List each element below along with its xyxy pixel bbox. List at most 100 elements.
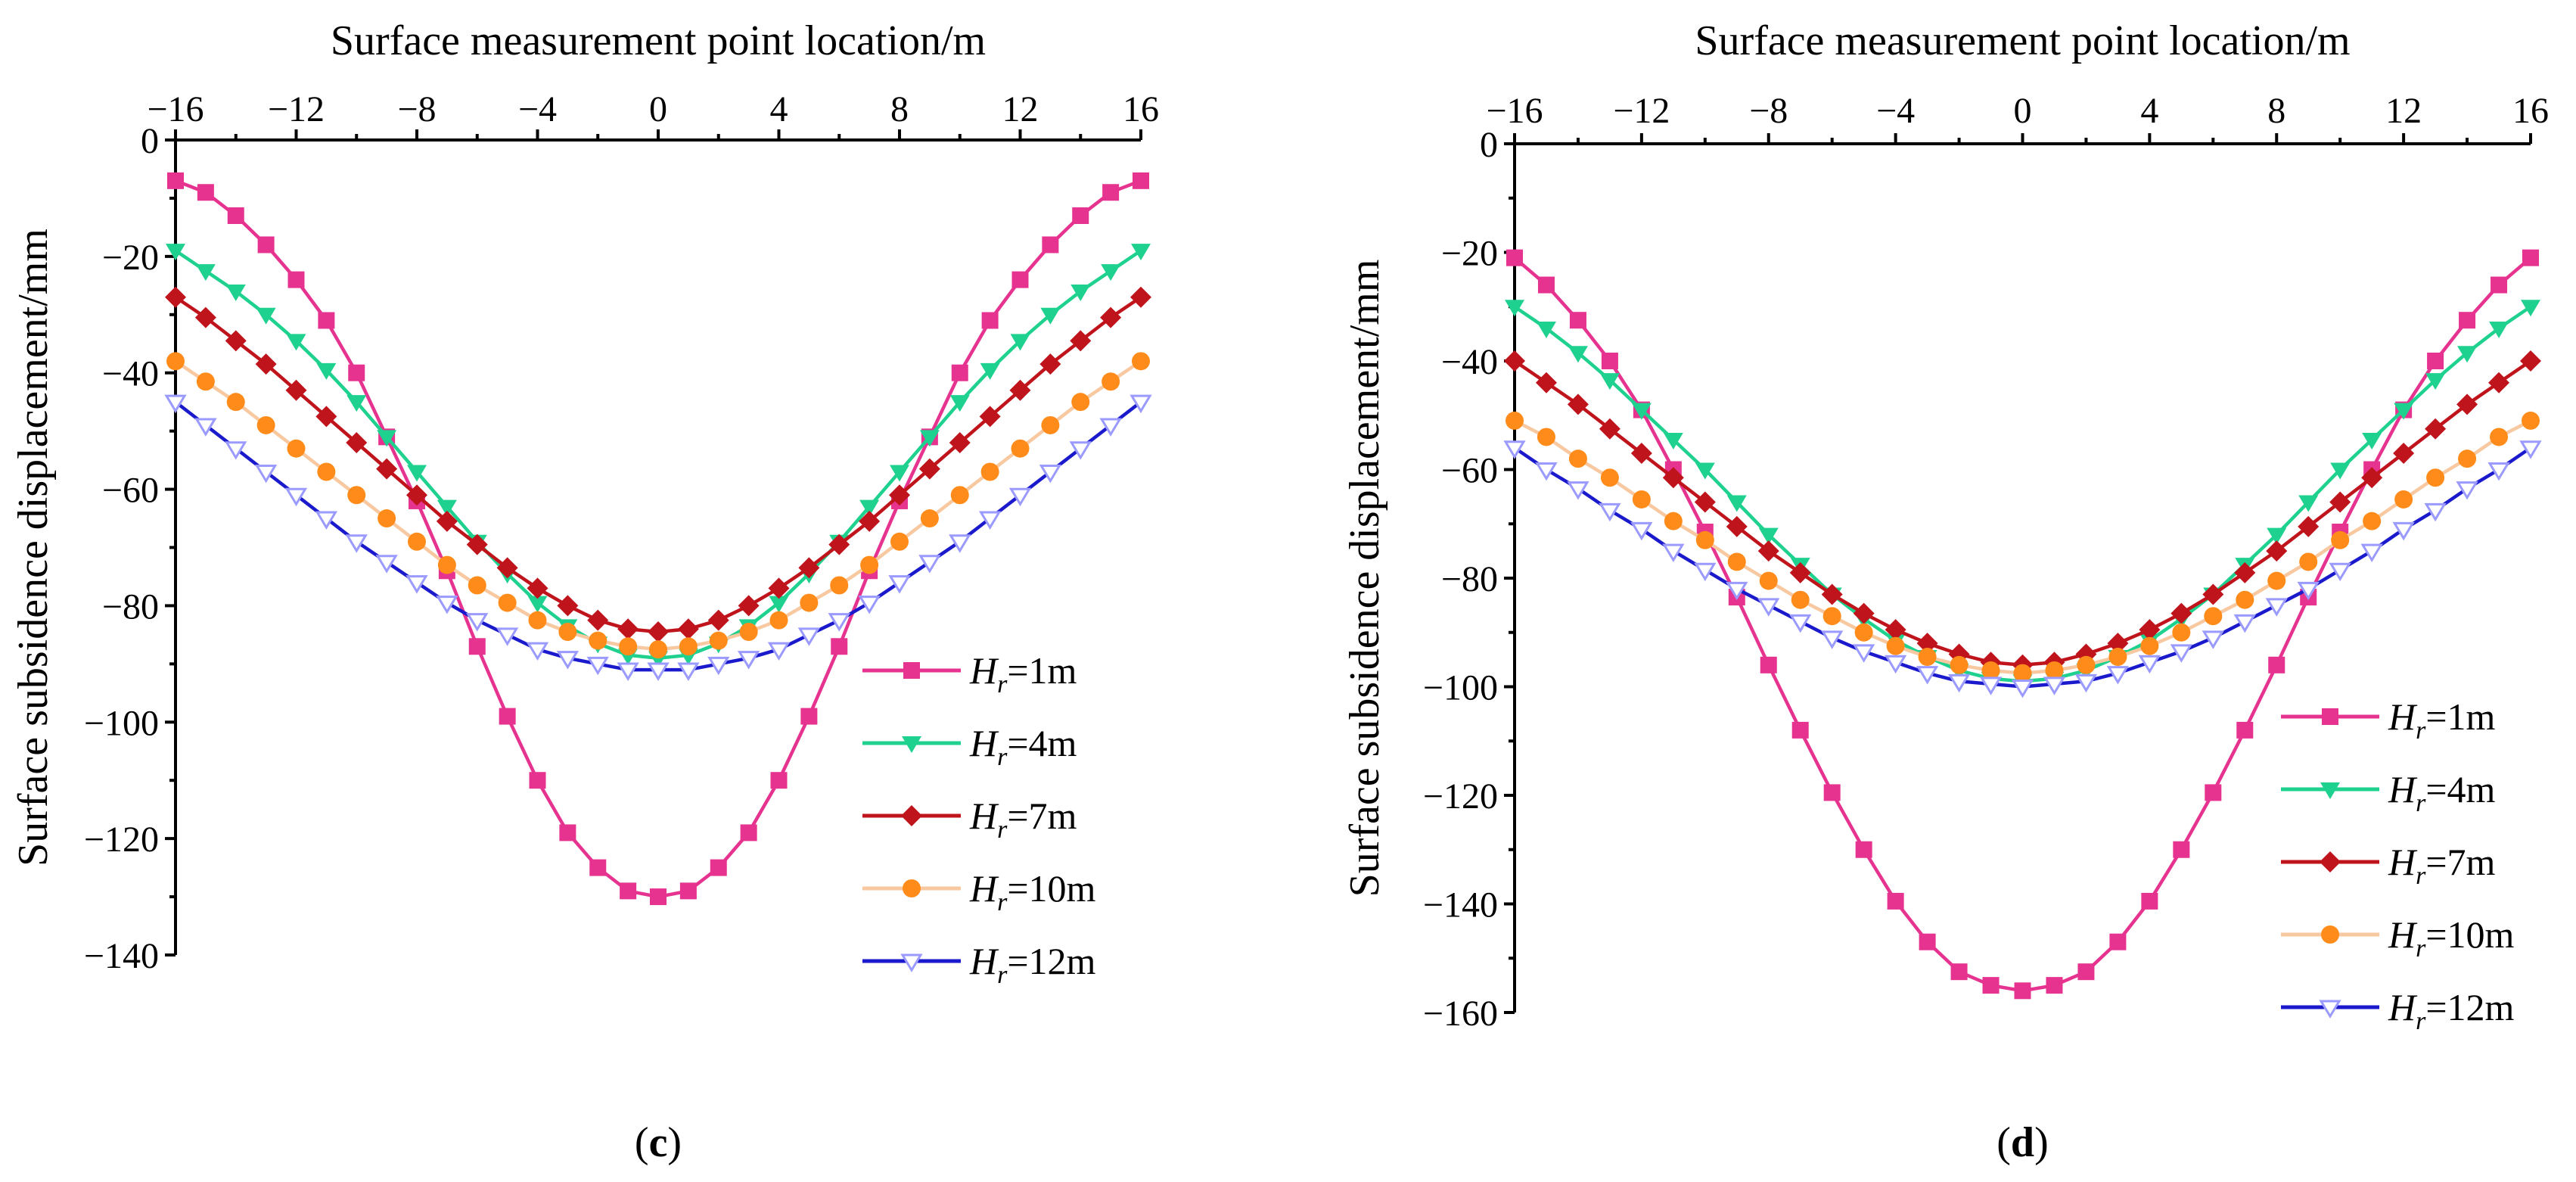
data-point bbox=[315, 511, 338, 530]
data-point bbox=[1916, 666, 1939, 685]
data-point bbox=[769, 611, 788, 630]
data-point bbox=[2011, 680, 2034, 698]
data-point bbox=[979, 406, 1001, 428]
data-point bbox=[2107, 633, 2129, 655]
data-point bbox=[679, 637, 698, 656]
data-point bbox=[2491, 276, 2508, 294]
data-point bbox=[737, 651, 760, 670]
data-point bbox=[1011, 439, 1030, 458]
data-point bbox=[316, 362, 337, 380]
data-point bbox=[800, 593, 819, 612]
data-point bbox=[2236, 590, 2254, 609]
data-point bbox=[677, 662, 700, 681]
data-point bbox=[1506, 411, 1524, 430]
data-point bbox=[1130, 394, 1152, 414]
legend-label: Hr=4m bbox=[969, 722, 1077, 771]
legend-marker bbox=[901, 805, 922, 826]
series-hr10m bbox=[166, 352, 1150, 659]
data-point bbox=[1853, 644, 1875, 663]
data-point bbox=[257, 236, 275, 254]
data-point bbox=[2170, 644, 2192, 663]
data-point bbox=[1535, 462, 1558, 481]
x-tick-label: −16 bbox=[1486, 91, 1543, 131]
data-point bbox=[1757, 540, 1779, 562]
data-point bbox=[2046, 977, 2063, 994]
data-point bbox=[348, 364, 365, 381]
chart-panel-c: Surface measurement point location/m −16 −… bbox=[10, 17, 1159, 1166]
data-point bbox=[2394, 403, 2414, 420]
legend-label: Hr=10m bbox=[969, 867, 1096, 916]
data-point bbox=[800, 708, 818, 725]
data-point bbox=[408, 532, 426, 551]
data-point bbox=[860, 555, 879, 574]
data-point bbox=[376, 458, 398, 480]
data-point bbox=[1919, 933, 1936, 950]
x-tick-label: −8 bbox=[397, 89, 436, 129]
data-point bbox=[890, 532, 909, 551]
data-point bbox=[2456, 393, 2478, 415]
series-hr10m bbox=[1506, 411, 2540, 683]
data-point bbox=[2202, 583, 2224, 605]
data-point bbox=[2298, 515, 2320, 537]
data-point bbox=[526, 642, 549, 661]
data-point bbox=[1727, 552, 1746, 571]
data-point bbox=[1069, 441, 1092, 460]
data-point bbox=[1536, 321, 1556, 338]
data-point bbox=[378, 509, 396, 528]
data-point bbox=[2488, 372, 2510, 393]
data-point bbox=[1133, 172, 1149, 189]
data-point bbox=[1664, 512, 1683, 530]
data-point bbox=[1822, 607, 1841, 626]
data-point bbox=[620, 882, 637, 900]
data-point bbox=[317, 462, 336, 481]
data-point bbox=[2424, 502, 2447, 522]
data-point bbox=[1099, 418, 1122, 437]
data-point bbox=[589, 859, 607, 876]
data-point bbox=[888, 575, 911, 594]
data-point bbox=[1757, 598, 1780, 617]
legend-marker bbox=[900, 953, 923, 972]
legend-label: Hr=1m bbox=[969, 649, 1077, 698]
y-tick-label: −40 bbox=[1441, 342, 1498, 382]
data-point bbox=[1537, 428, 1555, 446]
data-point bbox=[167, 172, 184, 189]
data-point bbox=[1102, 372, 1120, 391]
series-line bbox=[175, 179, 1142, 899]
legend-marker bbox=[902, 736, 921, 753]
data-point bbox=[1632, 490, 1651, 509]
data-point bbox=[287, 439, 306, 458]
data-point bbox=[1884, 655, 1907, 674]
data-point bbox=[2298, 495, 2319, 512]
data-point bbox=[1886, 636, 1905, 655]
data-point bbox=[679, 882, 697, 900]
data-point bbox=[227, 207, 244, 225]
data-point bbox=[166, 352, 185, 371]
data-point bbox=[1630, 442, 1652, 464]
data-point bbox=[1568, 449, 1587, 468]
data-point bbox=[649, 640, 667, 659]
legend-label: Hr=10m bbox=[2388, 913, 2515, 963]
series-line bbox=[1513, 305, 2532, 683]
data-point bbox=[2074, 673, 2098, 693]
data-point bbox=[1568, 346, 1588, 363]
data-point bbox=[831, 638, 848, 655]
x-tick-label: 12 bbox=[1002, 89, 1039, 129]
data-point bbox=[466, 613, 489, 632]
data-point bbox=[1505, 300, 1524, 317]
series-hr4m bbox=[1505, 300, 2540, 692]
data-point bbox=[1854, 623, 1873, 642]
data-point bbox=[2393, 442, 2415, 464]
data-point bbox=[710, 859, 727, 876]
data-point bbox=[2266, 540, 2288, 562]
data-point bbox=[496, 627, 519, 646]
data-point bbox=[890, 465, 909, 482]
legend-label: Hr=7m bbox=[2388, 841, 2496, 890]
data-point bbox=[2487, 462, 2510, 481]
data-point bbox=[2489, 321, 2509, 338]
data-point bbox=[1506, 249, 1523, 266]
data-point bbox=[978, 511, 1002, 530]
data-point bbox=[2457, 346, 2478, 363]
data-point bbox=[889, 484, 910, 506]
data-point bbox=[406, 575, 428, 594]
